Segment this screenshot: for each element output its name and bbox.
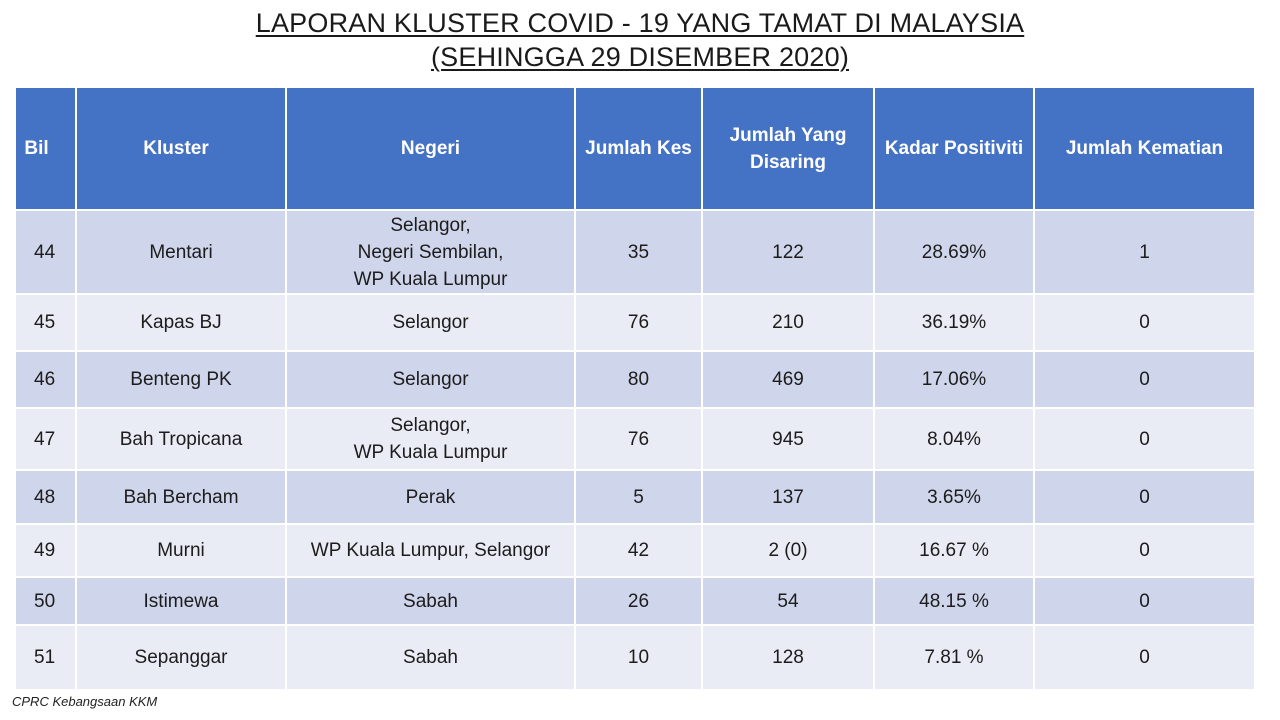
header-jumlah-kematian: Jumlah Kematian bbox=[1035, 88, 1254, 209]
cell-jumlah-kes: 80 bbox=[576, 352, 703, 407]
cell-jumlah-disaring: 2 (0) bbox=[703, 525, 875, 576]
header-kadar-positiviti: Kadar Positiviti bbox=[875, 88, 1035, 209]
cell-kluster: Bah Tropicana bbox=[77, 409, 287, 469]
cell-jumlah-kematian: 0 bbox=[1035, 352, 1254, 407]
cell-negeri: Perak bbox=[287, 471, 576, 523]
header-kluster: Kluster bbox=[77, 88, 287, 209]
cell-bil: 49 bbox=[16, 525, 77, 576]
cell-negeri: Sabah bbox=[287, 578, 576, 624]
cell-negeri: Selangor, WP Kuala Lumpur bbox=[287, 409, 576, 469]
cell-kadar-positiviti: 3.65% bbox=[875, 471, 1035, 523]
cell-negeri: Selangor bbox=[287, 352, 576, 407]
table-row: 46 Benteng PK Selangor 80 469 17.06% 0 bbox=[16, 352, 1254, 407]
cell-negeri: Selangor, Negeri Sembilan, WP Kuala Lump… bbox=[287, 211, 576, 293]
cell-kadar-positiviti: 16.67 % bbox=[875, 525, 1035, 576]
cell-jumlah-kematian: 0 bbox=[1035, 578, 1254, 624]
cell-jumlah-kes: 26 bbox=[576, 578, 703, 624]
cell-kluster: Bah Bercham bbox=[77, 471, 287, 523]
report-title-line2: (SEHINGGA 29 DISEMBER 2020) bbox=[430, 42, 850, 72]
cell-bil: 47 bbox=[16, 409, 77, 469]
cell-jumlah-kematian: 0 bbox=[1035, 409, 1254, 469]
cell-kadar-positiviti: 28.69% bbox=[875, 211, 1035, 293]
header-negeri: Negeri bbox=[287, 88, 576, 209]
cell-jumlah-kes: 10 bbox=[576, 626, 703, 689]
cell-jumlah-kes: 5 bbox=[576, 471, 703, 523]
report-title-line1: LAPORAN KLUSTER COVID - 19 YANG TAMAT DI… bbox=[255, 8, 1025, 38]
cell-negeri: Selangor bbox=[287, 295, 576, 350]
cell-kluster: Kapas BJ bbox=[77, 295, 287, 350]
cell-jumlah-kes: 76 bbox=[576, 295, 703, 350]
cell-kadar-positiviti: 8.04% bbox=[875, 409, 1035, 469]
cell-jumlah-kes: 35 bbox=[576, 211, 703, 293]
table-row: 49 Murni WP Kuala Lumpur, Selangor 42 2 … bbox=[16, 525, 1254, 576]
cell-jumlah-kematian: 0 bbox=[1035, 471, 1254, 523]
header-jumlah-kes: Jumlah Kes bbox=[576, 88, 703, 209]
cell-bil: 46 bbox=[16, 352, 77, 407]
cell-jumlah-disaring: 122 bbox=[703, 211, 875, 293]
cell-bil: 50 bbox=[16, 578, 77, 624]
cell-kluster: Mentari bbox=[77, 211, 287, 293]
cell-jumlah-kematian: 0 bbox=[1035, 525, 1254, 576]
cell-jumlah-disaring: 137 bbox=[703, 471, 875, 523]
cluster-table: Bil Kluster Negeri Jumlah Kes Jumlah Yan… bbox=[16, 88, 1254, 689]
cell-negeri: Sabah bbox=[287, 626, 576, 689]
cell-kluster: Benteng PK bbox=[77, 352, 287, 407]
cell-kluster: Sepanggar bbox=[77, 626, 287, 689]
header-bil: Bil bbox=[16, 88, 77, 209]
report-title: LAPORAN KLUSTER COVID - 19 YANG TAMAT DI… bbox=[0, 6, 1280, 74]
cell-bil: 44 bbox=[16, 211, 77, 293]
table-header-row: Bil Kluster Negeri Jumlah Kes Jumlah Yan… bbox=[16, 88, 1254, 209]
cell-bil: 51 bbox=[16, 626, 77, 689]
cell-jumlah-disaring: 469 bbox=[703, 352, 875, 407]
cell-negeri: WP Kuala Lumpur, Selangor bbox=[287, 525, 576, 576]
cell-jumlah-disaring: 945 bbox=[703, 409, 875, 469]
cell-jumlah-kematian: 0 bbox=[1035, 626, 1254, 689]
cell-kadar-positiviti: 48.15 % bbox=[875, 578, 1035, 624]
table-row: 48 Bah Bercham Perak 5 137 3.65% 0 bbox=[16, 471, 1254, 523]
table-row: 51 Sepanggar Sabah 10 128 7.81 % 0 bbox=[16, 626, 1254, 689]
cell-jumlah-kes: 76 bbox=[576, 409, 703, 469]
table-row: 44 Mentari Selangor, Negeri Sembilan, WP… bbox=[16, 211, 1254, 293]
cell-jumlah-disaring: 210 bbox=[703, 295, 875, 350]
table-row: 50 Istimewa Sabah 26 54 48.15 % 0 bbox=[16, 578, 1254, 624]
cell-jumlah-kes: 42 bbox=[576, 525, 703, 576]
cell-kluster: Murni bbox=[77, 525, 287, 576]
cell-jumlah-disaring: 54 bbox=[703, 578, 875, 624]
cell-bil: 45 bbox=[16, 295, 77, 350]
cell-bil: 48 bbox=[16, 471, 77, 523]
cell-kadar-positiviti: 17.06% bbox=[875, 352, 1035, 407]
source-footer: CPRC Kebangsaan KKM bbox=[12, 694, 158, 709]
header-jumlah-disaring: Jumlah Yang Disaring bbox=[703, 88, 875, 209]
table-row: 47 Bah Tropicana Selangor, WP Kuala Lump… bbox=[16, 409, 1254, 469]
cell-jumlah-kematian: 0 bbox=[1035, 295, 1254, 350]
cell-jumlah-disaring: 128 bbox=[703, 626, 875, 689]
cell-kadar-positiviti: 36.19% bbox=[875, 295, 1035, 350]
table-row: 45 Kapas BJ Selangor 76 210 36.19% 0 bbox=[16, 295, 1254, 350]
cell-kadar-positiviti: 7.81 % bbox=[875, 626, 1035, 689]
cell-jumlah-kematian: 1 bbox=[1035, 211, 1254, 293]
cell-kluster: Istimewa bbox=[77, 578, 287, 624]
